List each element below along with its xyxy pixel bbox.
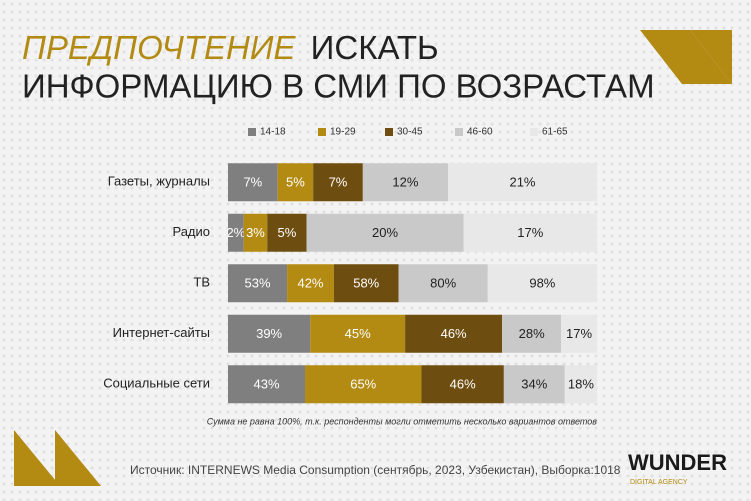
legend-swatch: [530, 128, 538, 136]
value-label: 20%: [372, 225, 398, 240]
category-label: Радио: [172, 224, 210, 239]
legend-swatch: [455, 128, 463, 136]
bar-segment: [287, 264, 334, 303]
value-label: 46%: [441, 326, 467, 341]
title-rest: ИСКАТЬ: [311, 29, 439, 66]
category-label: Интернет-сайты: [113, 325, 210, 340]
category-label: Социальные сети: [103, 376, 210, 391]
chart-title: ИНФОРМАЦИЮ В СМИ ПО ВОЗРАСТАМ: [22, 68, 655, 105]
bar-segment: [362, 163, 448, 202]
value-label: 42%: [297, 276, 323, 291]
value-label: 43%: [253, 377, 279, 392]
value-label: 18%: [568, 377, 594, 392]
bar-segment: [502, 314, 562, 353]
bar-segment: [447, 163, 597, 202]
bar-segment: [310, 314, 406, 353]
legend-swatch: [385, 128, 393, 136]
value-label: 98%: [529, 276, 555, 291]
value-label: 5%: [286, 175, 305, 190]
value-label: 17%: [517, 225, 543, 240]
value-label: 7%: [243, 175, 262, 190]
legend-swatch: [248, 128, 256, 136]
legend-label: 61-65: [542, 127, 568, 138]
bar-segment: [267, 213, 307, 252]
value-label: 7%: [329, 175, 348, 190]
legend-label: 14-18: [260, 127, 286, 138]
bar-segment: [228, 213, 244, 252]
legend-label: 46-60: [467, 127, 493, 138]
bar-segment: [313, 163, 363, 202]
bar-segment: [421, 365, 504, 404]
bar-segment: [487, 264, 597, 303]
value-label: 65%: [350, 377, 376, 392]
bar-segment: [405, 314, 503, 353]
value-label: 53%: [245, 276, 271, 291]
bar-segment: [228, 314, 311, 353]
bar-segment: [463, 213, 597, 252]
decor: [14, 430, 60, 486]
value-label: 34%: [521, 377, 547, 392]
decor: [640, 30, 732, 84]
value-label: 21%: [509, 175, 535, 190]
bar-segment: [277, 163, 314, 202]
value-label: 17%: [566, 326, 592, 341]
decor: [690, 30, 732, 84]
bar-segment: [333, 264, 399, 303]
value-label: 28%: [519, 326, 545, 341]
logo: WUNDER: [628, 450, 727, 475]
source: Источник: INTERNEWS Media Consumption (с…: [130, 463, 621, 477]
bar-segment: [228, 365, 306, 404]
value-label: 3%: [246, 225, 265, 240]
bar-segment: [398, 264, 488, 303]
category-label: Газеты, журналы: [108, 174, 210, 189]
bar-segment: [305, 365, 422, 404]
value-label: 5%: [277, 225, 296, 240]
bar-segment: [503, 365, 565, 404]
value-label: 58%: [353, 276, 379, 291]
bar-segment: [561, 314, 597, 353]
logo-sub: DIGITAL AGENCY: [630, 479, 688, 486]
bar-segment: [228, 264, 288, 303]
title-highlight: ПРЕДПОЧТЕНИЕ: [22, 29, 296, 66]
value-label: 39%: [256, 326, 282, 341]
legend-label: 19-29: [330, 127, 356, 138]
bar-segment: [228, 163, 278, 202]
chart-title: ПРЕДПОЧТЕНИЕ ИСКАТЬ: [22, 29, 439, 66]
legend-swatch: [318, 128, 326, 136]
value-label: 2%: [226, 225, 245, 240]
bar-segment: [306, 213, 464, 252]
bar-segment: [243, 213, 268, 252]
note: Сумма не равна 100%, т.к. респонденты мо…: [207, 416, 598, 426]
value-label: 80%: [430, 276, 456, 291]
value-label: 45%: [345, 326, 371, 341]
value-label: 46%: [450, 377, 476, 392]
decor: [55, 430, 101, 486]
legend-label: 30-45: [397, 127, 423, 138]
bar-segment: [564, 365, 597, 404]
value-label: 12%: [392, 175, 418, 190]
category-label: ТВ: [193, 275, 210, 290]
